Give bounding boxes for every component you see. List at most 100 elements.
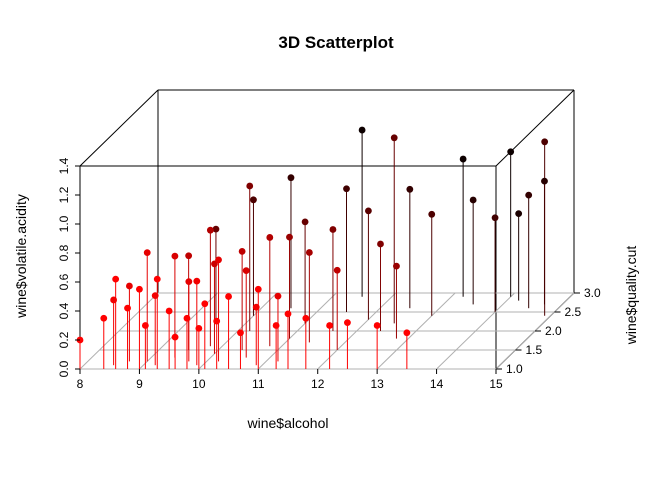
- data-point: [286, 233, 293, 241]
- data-point: [377, 240, 384, 248]
- data-point: [344, 319, 351, 326]
- data-point: [491, 214, 499, 222]
- z-axis-label: wine$volatile.acidity: [13, 194, 29, 319]
- x-axis-ticks: 8 9 10 11 12 13 14 15: [77, 369, 503, 391]
- z-tick-label: 0.8: [57, 244, 71, 261]
- data-point: [343, 185, 350, 193]
- data-point: [185, 278, 193, 286]
- data-point: [365, 207, 372, 215]
- x-tick-label: 12: [311, 377, 325, 391]
- data-point: [358, 126, 366, 134]
- data-point: [333, 266, 341, 274]
- data-point: [266, 234, 274, 241]
- grid-line-x: [376, 292, 456, 370]
- data-point: [143, 249, 151, 257]
- data-point: [165, 307, 173, 315]
- data-point: [100, 314, 108, 322]
- data-point: [193, 277, 201, 285]
- data-point: [171, 333, 179, 341]
- data-point: [459, 155, 467, 163]
- data-point: [201, 300, 209, 308]
- y-tick-label: 2.5: [565, 305, 582, 319]
- data-point: [406, 185, 414, 193]
- data-point: [541, 177, 548, 185]
- data-point: [469, 196, 477, 204]
- data-point: [195, 325, 203, 332]
- x-tick-label: 15: [489, 377, 503, 391]
- data-point: [110, 296, 118, 304]
- data-point: [153, 275, 161, 283]
- z-axis-ticks: 0.0 0.2 0.4 0.6 0.8 1.0 1.2 1.4: [57, 157, 80, 377]
- data-point: [246, 182, 254, 190]
- z-tick-label: 0.2: [57, 331, 71, 348]
- data-point: [183, 314, 191, 322]
- data-point: [373, 322, 381, 329]
- frame-edge: [495, 89, 575, 167]
- data-point: [250, 196, 257, 204]
- data-point: [515, 210, 523, 218]
- grid-line-x: [436, 292, 515, 370]
- data-point: [287, 174, 295, 182]
- data-point: [326, 322, 333, 329]
- data-point: [124, 304, 131, 312]
- z-tick-label: 1.0: [57, 215, 71, 232]
- data-point: [213, 317, 221, 325]
- y-tick-label: 1.0: [506, 362, 523, 376]
- data-point: [212, 225, 220, 233]
- data-point: [301, 218, 309, 226]
- data-points: [76, 126, 549, 344]
- x-tick-label: 13: [370, 377, 384, 391]
- y-tick-label: 2.0: [545, 324, 562, 338]
- data-point: [305, 249, 313, 256]
- y-tick-label: 1.5: [526, 343, 543, 357]
- data-point: [206, 226, 214, 234]
- data-point: [185, 252, 193, 260]
- data-point: [242, 267, 250, 274]
- y-axis-ticks: 1.01.52.02.53.0: [496, 286, 601, 376]
- data-point: [541, 138, 549, 146]
- x-tick-label: 11: [252, 377, 265, 391]
- data-point: [254, 285, 262, 293]
- x-tick-label: 14: [430, 377, 444, 391]
- z-tick-label: 0.6: [57, 273, 71, 290]
- data-point: [215, 256, 222, 264]
- z-tick-label: 0.4: [57, 302, 71, 319]
- drop-lines: [79, 130, 546, 369]
- data-point: [525, 191, 533, 199]
- x-tick-label: 10: [192, 377, 206, 391]
- x-tick-label: 9: [136, 377, 143, 391]
- data-point: [225, 293, 232, 300]
- data-point: [428, 210, 436, 218]
- y-tick-label: 3.0: [584, 286, 601, 300]
- data-point: [237, 329, 244, 337]
- grid-line-x: [317, 292, 397, 370]
- z-tick-label: 0.0: [57, 360, 71, 377]
- data-point: [393, 262, 400, 270]
- data-point: [403, 329, 411, 337]
- data-point: [329, 226, 337, 233]
- data-point: [274, 292, 282, 300]
- chart-title: 3D Scatterplot: [278, 33, 394, 52]
- x-tick-label: 8: [77, 377, 84, 391]
- z-tick-label: 1.2: [57, 186, 71, 203]
- grid-line-x: [79, 292, 159, 370]
- data-point: [151, 292, 159, 299]
- data-point: [284, 310, 292, 318]
- data-point: [507, 148, 515, 156]
- data-point: [238, 248, 246, 255]
- y-axis-label: wine$quality.cut: [623, 246, 639, 346]
- z-tick-label: 1.4: [57, 157, 71, 174]
- data-point: [252, 303, 260, 311]
- floor-grid: [79, 292, 575, 370]
- data-point: [171, 252, 179, 260]
- frame-edge: [79, 89, 159, 167]
- data-point: [136, 285, 143, 293]
- data-point: [125, 282, 133, 290]
- data-point: [390, 134, 398, 142]
- data-point: [272, 322, 280, 329]
- data-point: [141, 322, 149, 329]
- data-point: [112, 275, 120, 283]
- grid-line-x: [257, 292, 337, 370]
- data-point: [302, 314, 310, 322]
